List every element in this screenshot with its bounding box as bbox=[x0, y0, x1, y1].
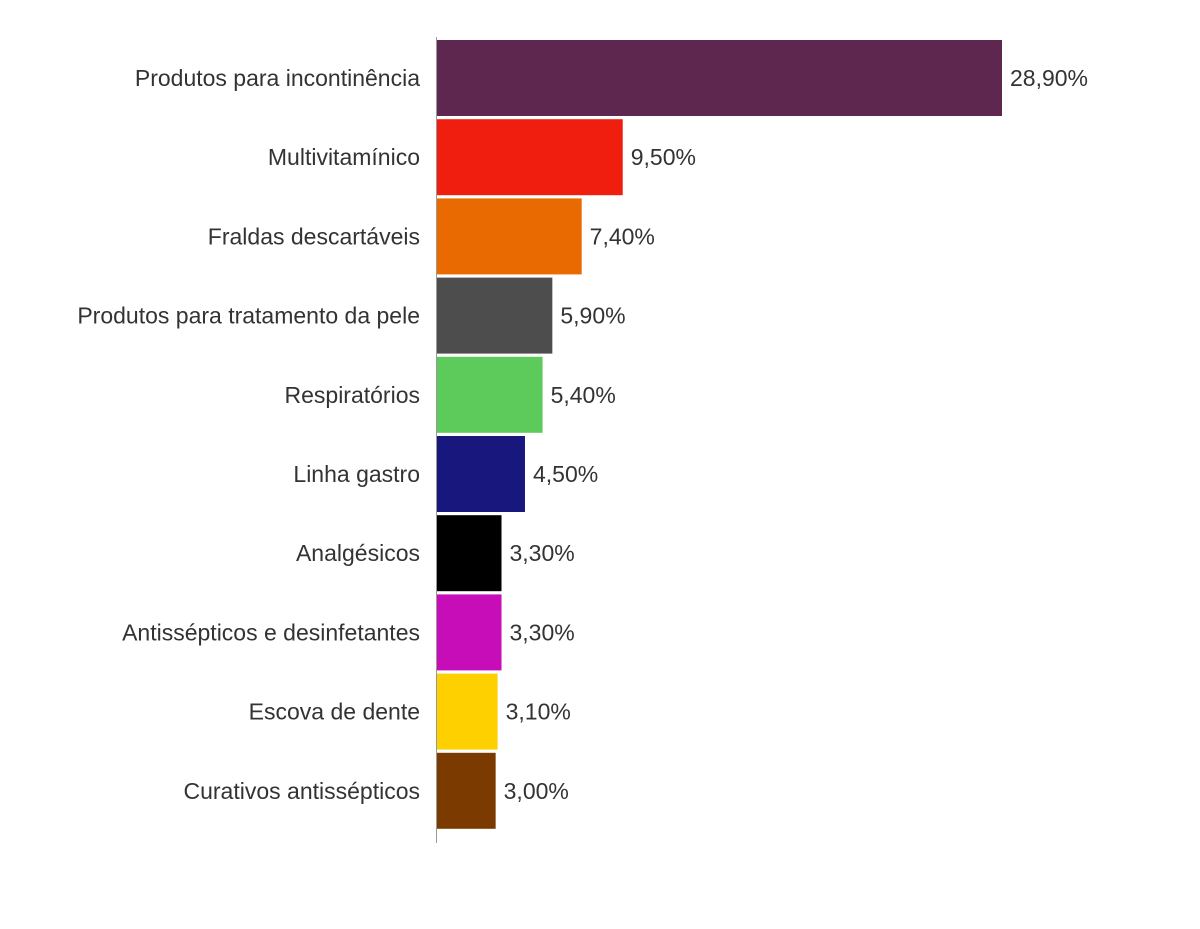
category-label: Produtos para tratamento da pele bbox=[77, 303, 420, 329]
bar bbox=[437, 277, 553, 354]
value-label: 3,30% bbox=[510, 619, 575, 645]
category-label: Linha gastro bbox=[293, 461, 420, 487]
value-label: 5,90% bbox=[560, 303, 625, 329]
value-label: 7,40% bbox=[590, 223, 655, 249]
bar bbox=[437, 119, 623, 196]
category-label: Multivitamínico bbox=[268, 144, 420, 170]
bar bbox=[437, 356, 543, 433]
bar bbox=[437, 673, 498, 750]
value-label: 3,30% bbox=[510, 540, 575, 566]
value-label: 28,90% bbox=[1010, 65, 1088, 91]
category-label: Produtos para incontinência bbox=[135, 65, 420, 91]
bar bbox=[437, 515, 502, 592]
bar bbox=[437, 198, 582, 275]
value-labels-group: 28,90% 9,50% 7,40% 5,90% 5,40% 4,50% 3,30% 3,30… bbox=[504, 65, 1088, 804]
bar bbox=[437, 594, 502, 671]
category-label: Curativos antissépticos bbox=[184, 778, 421, 804]
bars-group bbox=[437, 40, 1002, 829]
value-label: 9,50% bbox=[631, 144, 696, 170]
bar bbox=[437, 436, 525, 512]
category-label: Fraldas descartáveis bbox=[208, 223, 420, 249]
value-label: 3,00% bbox=[504, 778, 569, 804]
category-label: Escova de dente bbox=[249, 699, 420, 725]
bar bbox=[437, 752, 496, 829]
category-label: Analgésicos bbox=[296, 540, 420, 566]
value-label: 3,10% bbox=[506, 699, 571, 725]
category-labels-group: Produtos para incontinência Multivitamíni… bbox=[77, 65, 420, 804]
category-label: Respiratórios bbox=[285, 382, 421, 408]
category-label: Antissépticos e desinfetantes bbox=[122, 619, 420, 645]
value-label: 4,50% bbox=[533, 461, 598, 487]
value-label: 5,40% bbox=[551, 382, 616, 408]
bar bbox=[437, 40, 1002, 116]
